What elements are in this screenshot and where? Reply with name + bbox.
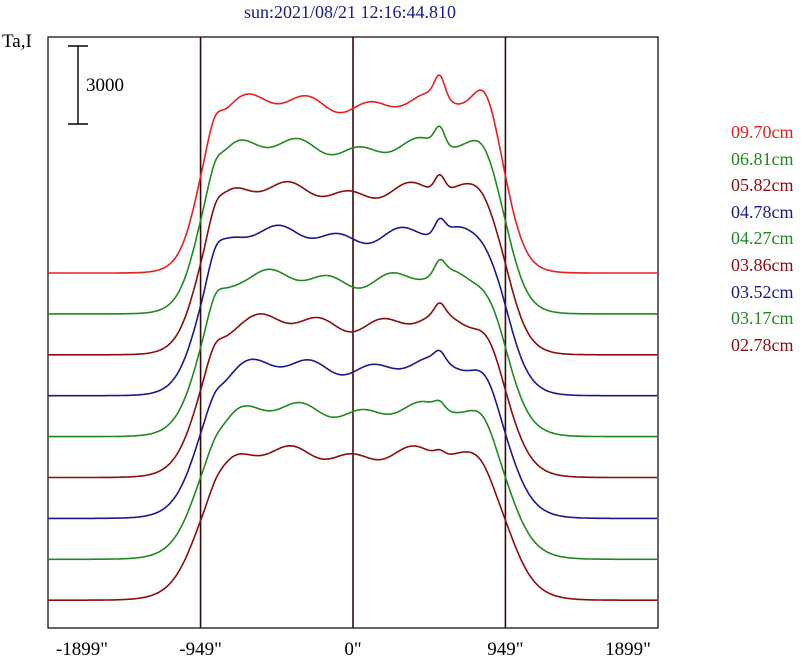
x-tick-label-4: 1899" bbox=[605, 639, 651, 660]
legend-item-7: 03.17cm bbox=[731, 308, 794, 329]
scale-bar: 3000 bbox=[68, 45, 124, 125]
series-line-3 bbox=[48, 217, 657, 397]
series-line-8 bbox=[48, 444, 657, 601]
legend-item-4: 04.27cm bbox=[731, 228, 794, 249]
series-line-4 bbox=[48, 258, 657, 438]
series-line-2 bbox=[48, 173, 657, 356]
series-line-0 bbox=[48, 74, 657, 274]
x-tick-label-2: 0" bbox=[344, 639, 361, 660]
series-line-5 bbox=[48, 302, 657, 479]
legend-item-2: 05.82cm bbox=[731, 175, 794, 196]
legend-item-0: 09.70cm bbox=[731, 122, 794, 142]
legend-item-6: 03.52cm bbox=[731, 281, 794, 302]
x-tick-label-1: -949" bbox=[179, 639, 222, 660]
legend-item-8: 02.78cm bbox=[731, 334, 794, 355]
x-tick-label-0: -1899" bbox=[56, 639, 108, 660]
series-line-1 bbox=[48, 125, 657, 315]
legend-item-3: 04.78cm bbox=[731, 201, 794, 222]
x-tick-label-3: 949" bbox=[487, 639, 523, 660]
series-line-7 bbox=[48, 399, 657, 561]
legend: 09.70cm 06.81cm 05.82cm 04.78cm 04.27cm 03.86… bbox=[731, 119, 794, 358]
series-line-6 bbox=[48, 349, 657, 520]
legend-item-1: 06.81cm bbox=[731, 148, 794, 169]
scale-bar-label: 3000 bbox=[86, 75, 124, 96]
chart-title: sun:2021/08/21 12:16:44.810 bbox=[243, 2, 456, 22]
y-axis-label: Ta,I bbox=[2, 31, 32, 52]
legend-item-5: 03.86cm bbox=[731, 254, 794, 275]
